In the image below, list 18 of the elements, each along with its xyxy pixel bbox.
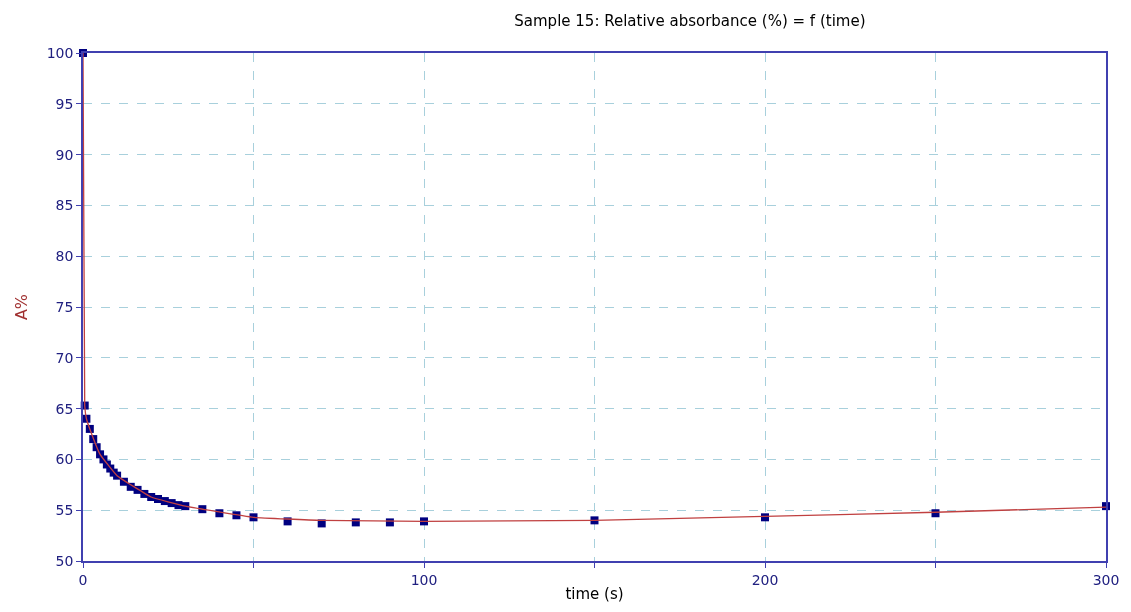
x-axis-title: time (s) <box>565 585 624 604</box>
y-tick-label: 100 <box>46 44 74 61</box>
y-tick-label: 95 <box>55 95 74 112</box>
x-tick-label: 0 <box>78 571 88 588</box>
y-tick-label: 55 <box>55 502 74 519</box>
y-axis-title: A% <box>12 293 32 321</box>
y-tick-label: 65 <box>55 400 74 417</box>
x-tick-label: 200 <box>751 571 779 588</box>
y-tick-label: 60 <box>55 451 74 468</box>
y-tick-label: 90 <box>55 146 74 163</box>
y-tick-label: 75 <box>55 298 74 315</box>
y-tick-label: 85 <box>55 197 74 214</box>
y-tick-label: 70 <box>55 349 74 366</box>
x-tick-label: 100 <box>410 571 438 588</box>
y-tick-label: 80 <box>55 248 74 265</box>
y-tick-label: 50 <box>55 552 74 569</box>
chart-title: Sample 15: Relative absorbance (%) = f (time) <box>514 11 866 30</box>
x-tick-label: 300 <box>1092 571 1120 588</box>
